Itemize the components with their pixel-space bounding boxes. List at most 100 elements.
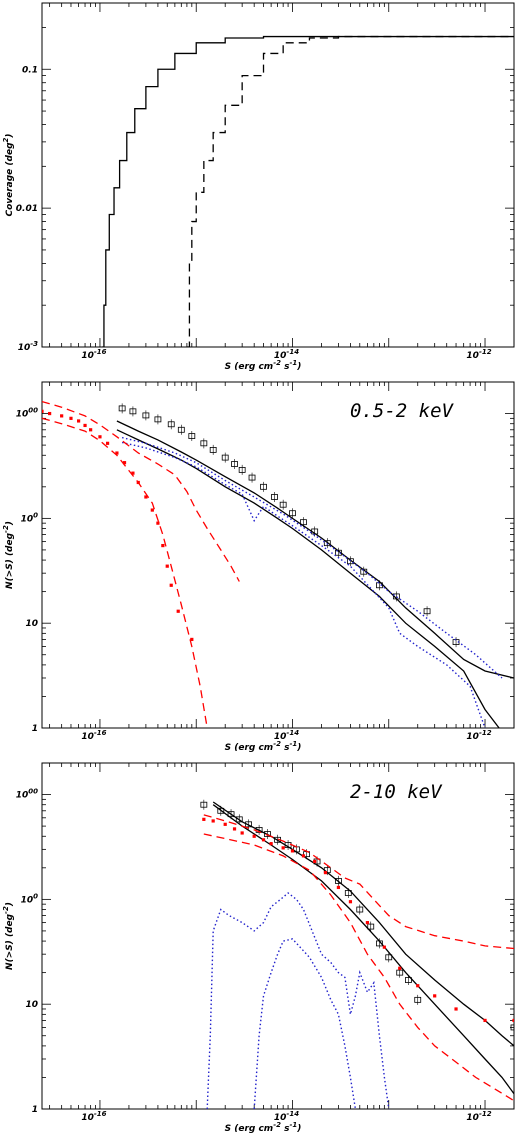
series-line-solid [212, 804, 514, 1095]
series-line-dashed [42, 417, 208, 728]
y-axis-label: N(>S) (deg-2) [2, 902, 15, 970]
series-line-dashed [42, 400, 240, 582]
data-point [69, 416, 73, 420]
x-tick-label: 10-12 [466, 1110, 491, 1123]
plot-frame [41, 762, 515, 1110]
data-point [122, 461, 127, 465]
data-point [433, 994, 437, 998]
data-point [176, 609, 180, 613]
data-point [398, 966, 402, 970]
series-group [200, 799, 514, 1109]
x-tick-label: 10-16 [81, 1110, 106, 1123]
data-point [365, 921, 369, 925]
y-tick-label: 0.1 [22, 65, 38, 75]
data-point [416, 984, 420, 988]
data-point [89, 428, 93, 432]
data-point [131, 471, 135, 475]
x-tick-label: 10-14 [274, 729, 299, 742]
data-point [77, 419, 81, 423]
data-point [161, 543, 165, 548]
series-line-dashed [203, 814, 514, 950]
data-point [483, 1018, 487, 1023]
series-line-dotted [253, 938, 357, 1109]
x-axis-label: S (erg cm-2 s-1) [225, 1121, 302, 1134]
series-line-dashed [186, 35, 514, 347]
data-point [240, 831, 244, 835]
y-tick-label: 10 [25, 619, 38, 629]
y-tick-label: 100 [21, 511, 39, 524]
x-tick-label: 10-12 [466, 729, 491, 742]
data-point [190, 637, 194, 642]
data-point [252, 834, 256, 838]
series-data-boxes [200, 799, 514, 1033]
data-point [512, 1018, 514, 1023]
y-tick-label: 1000 [16, 788, 38, 801]
data-point [348, 900, 353, 904]
band-annotation: 2-10 keV [350, 781, 443, 803]
data-point [269, 842, 273, 846]
data-point [223, 822, 227, 826]
data-point [98, 435, 102, 439]
series-line-dotted [206, 892, 390, 1109]
data-point [313, 859, 317, 864]
series-red-points [202, 817, 514, 1023]
y-tick-label: 10 [25, 1000, 38, 1010]
data-point [105, 441, 110, 445]
series-group [42, 400, 514, 728]
axis-ticks [42, 381, 515, 729]
data-point [454, 1007, 458, 1011]
panel-coverage: 10-16 10-14 10-12 0.1 0.01 10-3 S (erg cm-2 s-… [2, 2, 515, 372]
data-point [165, 564, 169, 568]
data-point [290, 849, 295, 853]
x-tick-label: 10-16 [81, 348, 106, 361]
x-axis-label: S (erg cm-2 s-1) [225, 740, 302, 753]
series-line-solid [116, 420, 514, 679]
panel-hard-band-counts: 10-16 10-14 10-12 1000 100 10 1 S (erg cm-2 s-1… [2, 762, 515, 1134]
series-line-solid [116, 429, 500, 728]
data-point [202, 817, 206, 821]
x-tick-label: 10-12 [466, 348, 491, 361]
data-point [382, 945, 386, 949]
axis-ticks [42, 3, 515, 348]
data-point [281, 846, 285, 850]
series-group [101, 35, 514, 347]
y-tick-label: 100 [21, 892, 39, 905]
y-tick-label: 1 [32, 724, 38, 734]
data-point [261, 838, 266, 842]
data-point [301, 854, 306, 858]
data-point [156, 521, 160, 525]
data-point [211, 819, 215, 823]
y-tick-label: 0.01 [16, 204, 38, 214]
panel-soft-band-counts: 10-16 10-14 10-12 1000 100 10 1 S (erg cm-2 s-1… [2, 381, 515, 753]
data-point [150, 508, 154, 512]
data-point [115, 451, 119, 455]
data-point [232, 827, 237, 831]
band-annotation: 0.5-2 keV [350, 400, 455, 422]
data-point [60, 414, 64, 418]
x-axis-label: S (erg cm-2 s-1) [225, 359, 302, 372]
axis-ticks [42, 762, 515, 1110]
y-axis-label: N(>S) (deg-2) [2, 521, 15, 589]
series-line-solid [101, 35, 514, 347]
series-data-boxes [118, 403, 460, 648]
data-point [83, 423, 87, 428]
data-point [42, 409, 44, 413]
y-tick-label: 1000 [16, 407, 38, 420]
y-tick-label: 1 [32, 1105, 38, 1115]
y-tick-label: 10-3 [18, 340, 38, 353]
x-tick-label: 10-14 [274, 348, 299, 361]
series-red-points [42, 409, 194, 642]
y-axis-label: Coverage (deg2) [2, 133, 15, 216]
series-line-dotted [121, 441, 486, 728]
plot-frame [41, 2, 515, 348]
data-point [510, 1024, 514, 1031]
x-tick-label: 10-14 [274, 1110, 299, 1123]
data-point [169, 583, 173, 587]
plot-frame [41, 381, 515, 729]
series-line-dashed [203, 833, 514, 1102]
data-point [323, 871, 328, 875]
x-tick-label: 10-16 [81, 729, 106, 742]
data-point [336, 885, 341, 890]
data-point [144, 495, 148, 499]
